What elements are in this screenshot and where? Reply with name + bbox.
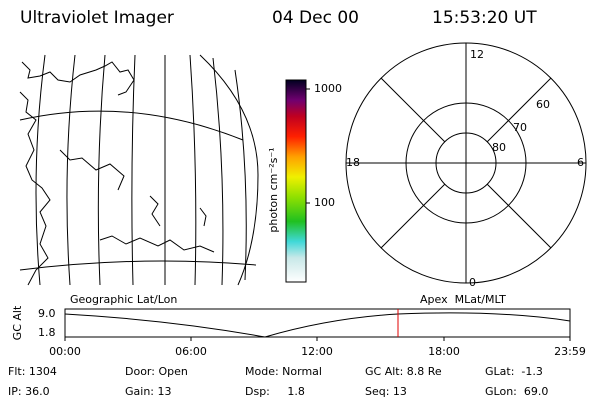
timeline-y-label: 9.0 bbox=[38, 307, 56, 320]
lat-label: 70 bbox=[513, 121, 527, 134]
colorbar-tick-label: 1000 bbox=[314, 82, 342, 95]
info-field: GC Alt: 8.8 Re bbox=[365, 365, 442, 378]
time-label: 06:00 bbox=[175, 345, 207, 358]
lat-label: 80 bbox=[492, 141, 506, 154]
info-field: GLon: 69.0 bbox=[485, 385, 548, 398]
map bbox=[19, 54, 259, 286]
info-field: Dsp: 1.8 bbox=[245, 385, 305, 398]
time-label: 12:00 bbox=[301, 345, 333, 358]
mlt-label: 12 bbox=[470, 48, 484, 61]
timeline-right-label: Apex MLat/MLT bbox=[420, 293, 506, 306]
info-field: IP: 36.0 bbox=[8, 385, 50, 398]
time: 15:53:20 UT bbox=[432, 8, 537, 28]
mlt-label: 0 bbox=[469, 276, 476, 289]
mlt-label: 18 bbox=[346, 156, 360, 169]
info: Flt: 1304 Door: Open Mode: Normal GC Alt: 8… bbox=[8, 365, 548, 398]
colorbar-label: photon cm⁻²s⁻¹ bbox=[267, 147, 280, 232]
info-field: Gain: 13 bbox=[125, 385, 172, 398]
time-label: 18:00 bbox=[428, 345, 460, 358]
time-label: 00:00 bbox=[49, 345, 81, 358]
date: 04 Dec 00 bbox=[272, 8, 359, 28]
colorbar bbox=[285, 79, 307, 283]
title: Ultraviolet Imager bbox=[20, 8, 174, 28]
info-field: Mode: Normal bbox=[245, 365, 322, 378]
time-label: 23:59 bbox=[554, 345, 586, 358]
timeline-y-label: 1.8 bbox=[38, 326, 56, 339]
colorbar-tick-label: 100 bbox=[314, 196, 335, 209]
info-field: Flt: 1304 bbox=[8, 365, 57, 378]
timeline-axis-label: GC Alt bbox=[11, 305, 24, 340]
timeline-left-label: Geographic Lat/Lon bbox=[70, 293, 177, 306]
timeline-box bbox=[64, 308, 571, 338]
mlt-label: 6 bbox=[577, 156, 584, 169]
info-field: GLat: -1.3 bbox=[485, 365, 543, 378]
lat-label: 60 bbox=[536, 98, 550, 111]
info-field: Seq: 13 bbox=[365, 385, 407, 398]
info-field: Door: Open bbox=[125, 365, 188, 378]
polar-grid bbox=[345, 42, 587, 284]
altitude-curve bbox=[64, 312, 571, 338]
timeline-ticks bbox=[64, 337, 571, 341]
